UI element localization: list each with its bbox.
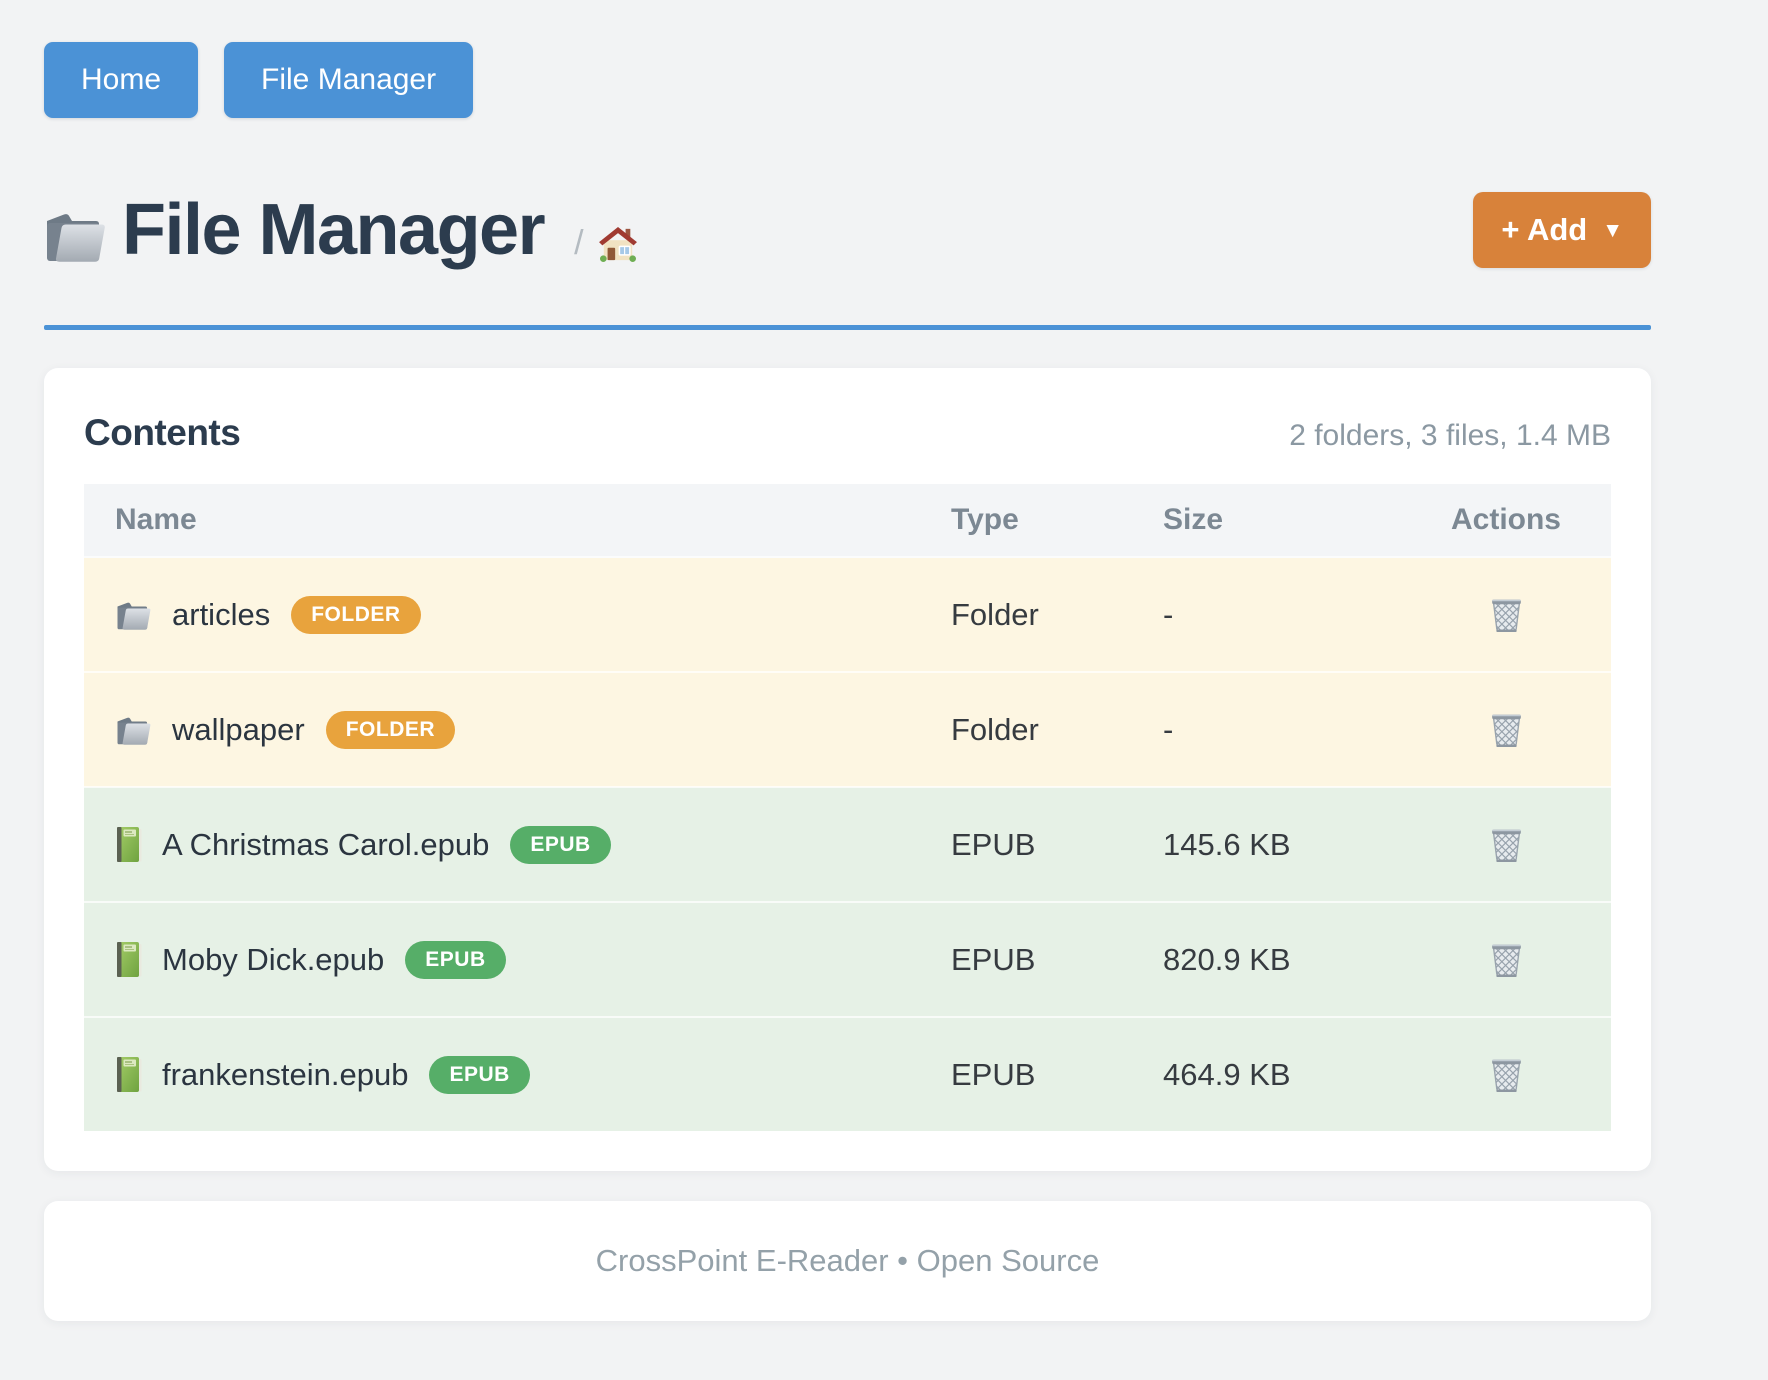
actions-cell <box>1401 786 1611 902</box>
table-row[interactable]: Moby Dick.epub EPUB EPUB 820.9 KB <box>84 901 1611 1017</box>
file-type-badge: FOLDER <box>325 710 456 749</box>
page-title: File Manager <box>122 190 546 270</box>
file-type-badge: EPUB <box>405 940 506 979</box>
actions-cell <box>1401 671 1611 787</box>
column-header-type: Type <box>939 484 1151 558</box>
column-header-actions: Actions <box>1401 484 1611 558</box>
table-row[interactable]: frankenstein.epub EPUB EPUB 464.9 KB <box>84 1016 1611 1131</box>
delete-button[interactable] <box>1484 589 1529 637</box>
column-header-size: Size <box>1151 484 1401 558</box>
type-cell: Folder <box>939 671 1151 787</box>
size-cell: 464.9 KB <box>1151 1016 1401 1131</box>
trash-icon <box>1491 599 1521 632</box>
size-cell: 145.6 KB <box>1151 786 1401 902</box>
book-icon <box>115 826 143 863</box>
table-body: articles FOLDER Folder - <box>84 557 1611 1131</box>
trash-icon <box>1491 944 1521 977</box>
nav-home-button[interactable]: Home <box>44 42 199 118</box>
file-name-link[interactable]: Moby Dick.epub <box>162 941 385 977</box>
folder-icon <box>115 713 153 746</box>
table-row[interactable]: wallpaper FOLDER Folder - <box>84 671 1611 787</box>
page-title-group: File Manager / <box>44 194 637 266</box>
delete-button[interactable] <box>1484 934 1529 982</box>
home-icon[interactable] <box>598 226 637 262</box>
footer-card: CrossPoint E-Reader • Open Source <box>44 1201 1651 1321</box>
header-divider <box>44 325 1651 330</box>
breadcrumb: / <box>574 224 637 266</box>
add-button[interactable]: + Add ▼ <box>1473 192 1651 268</box>
nav-file-manager-button[interactable]: File Manager <box>224 42 474 118</box>
page-header: File Manager / + Add ▼ <box>44 190 1651 270</box>
table-row[interactable]: A Christmas Carol.epub EPUB EPUB 145.6 K… <box>84 786 1611 902</box>
contents-card: Contents 2 folders, 3 files, 1.4 MB Name… <box>44 368 1651 1171</box>
type-cell: EPUB <box>939 786 1151 902</box>
file-table: Name Type Size Actions articles <box>84 484 1611 1131</box>
contents-summary: 2 folders, 3 files, 1.4 MB <box>1289 419 1611 452</box>
name-cell: wallpaper FOLDER <box>84 671 939 787</box>
trash-icon <box>1491 714 1521 747</box>
type-cell: EPUB <box>939 1016 1151 1131</box>
delete-button[interactable] <box>1484 819 1529 867</box>
delete-button[interactable] <box>1484 1049 1529 1097</box>
type-cell: EPUB <box>939 901 1151 1017</box>
name-cell: articles FOLDER <box>84 557 939 672</box>
size-cell: - <box>1151 671 1401 787</box>
size-cell: 820.9 KB <box>1151 901 1401 1017</box>
page-container: Home File Manager File Manager / <box>44 0 1651 1321</box>
size-cell: - <box>1163 596 1174 632</box>
table-row[interactable]: articles FOLDER Folder - <box>84 557 1611 672</box>
file-name-link[interactable]: A Christmas Carol.epub <box>162 826 490 862</box>
actions-cell <box>1401 557 1611 672</box>
file-type-badge: EPUB <box>429 1055 530 1094</box>
top-nav: Home File Manager <box>44 0 1651 118</box>
type-cell: Folder <box>951 596 1039 632</box>
actions-cell <box>1401 1016 1611 1131</box>
file-name-link[interactable]: wallpaper <box>172 711 305 747</box>
column-header-name: Name <box>84 484 939 558</box>
name-cell: frankenstein.epub EPUB <box>84 1016 939 1131</box>
file-type-badge: FOLDER <box>291 595 421 634</box>
file-type-badge: EPUB <box>510 825 611 864</box>
add-button-label: + Add <box>1501 212 1588 247</box>
footer-text: CrossPoint E-Reader • Open Source <box>595 1243 1100 1278</box>
contents-heading: Contents <box>84 412 241 453</box>
table-header-row: Name Type Size Actions <box>84 484 1611 558</box>
book-icon <box>115 941 143 978</box>
name-cell: A Christmas Carol.epub EPUB <box>84 786 939 902</box>
folder-icon <box>115 598 153 631</box>
trash-icon <box>1491 1059 1521 1092</box>
breadcrumb-separator: / <box>574 224 584 262</box>
contents-header: Contents 2 folders, 3 files, 1.4 MB <box>84 412 1611 454</box>
folder-icon <box>47 214 105 262</box>
delete-button[interactable] <box>1484 704 1529 752</box>
trash-icon <box>1491 829 1521 862</box>
file-name-link[interactable]: frankenstein.epub <box>162 1056 409 1092</box>
book-icon <box>115 1056 143 1093</box>
file-name-link[interactable]: articles <box>172 596 271 632</box>
actions-cell <box>1401 901 1611 1017</box>
caret-down-icon: ▼ <box>1602 218 1623 242</box>
name-cell: Moby Dick.epub EPUB <box>84 901 939 1017</box>
